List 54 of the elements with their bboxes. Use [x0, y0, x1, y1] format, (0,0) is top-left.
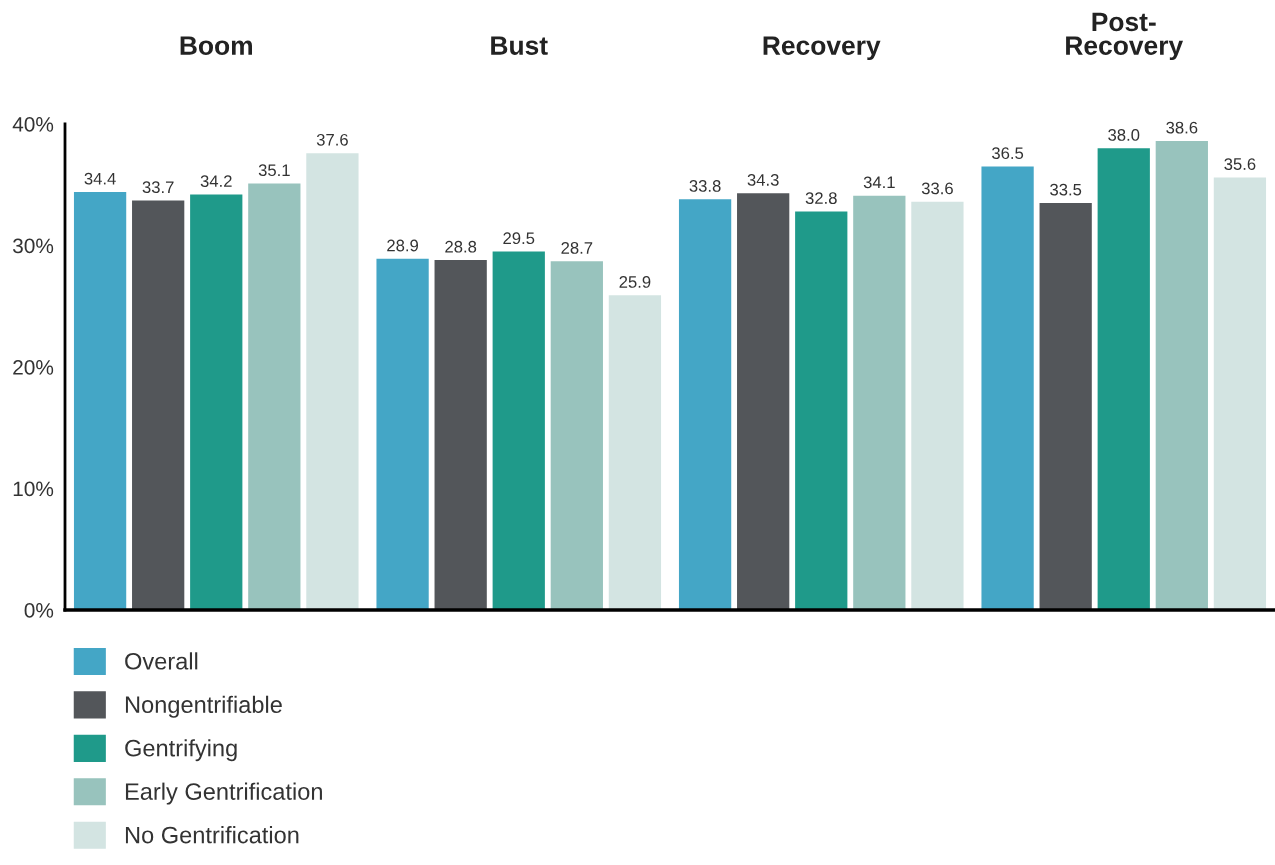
- bar: [678, 199, 732, 610]
- bar: [73, 192, 127, 610]
- bar: [853, 195, 906, 610]
- data-label: 28.7: [561, 242, 593, 254]
- y-tick-label: 20%: [13, 360, 54, 375]
- bar: [981, 166, 1034, 610]
- data-label: 32.8: [805, 192, 837, 205]
- y-tick-label: 30%: [12, 238, 54, 254]
- data-label: 33.5: [1050, 183, 1082, 196]
- bar: [306, 153, 359, 610]
- bar: [911, 201, 964, 610]
- data-label: 34.3: [747, 173, 779, 186]
- data-label: 28.9: [387, 239, 419, 252]
- bar: [492, 251, 545, 610]
- bar: [1155, 141, 1208, 610]
- bar: [1097, 148, 1150, 610]
- x-tick-label: Recovery: [763, 36, 881, 61]
- legend-label: Nongentrifiable: [125, 695, 282, 718]
- data-label: 35.1: [258, 164, 290, 177]
- bar: [608, 295, 662, 610]
- data-label: 33.7: [142, 181, 174, 194]
- data-label: 36.5: [992, 147, 1024, 160]
- data-label: 38.6: [1166, 121, 1198, 134]
- bar: [550, 261, 603, 610]
- bar: [434, 260, 487, 610]
- data-label: 33.6: [921, 182, 953, 195]
- bar: [1039, 202, 1092, 610]
- bar: [190, 194, 243, 610]
- data-label: 29.5: [503, 232, 535, 245]
- data-label: 34.1: [863, 176, 895, 189]
- bar: [376, 258, 429, 610]
- data-label: 38.0: [1108, 129, 1140, 141]
- x-tick-label: Post- Recovery: [1066, 12, 1184, 61]
- legend-label: No Gentrification: [125, 826, 299, 844]
- x-tick-label: Boom: [180, 36, 252, 55]
- x-tick-label: Bust: [491, 36, 548, 55]
- bar: [132, 200, 185, 610]
- legend-label: Overall: [125, 652, 198, 670]
- legend-label: Gentrifying: [125, 739, 237, 762]
- data-label: 34.2: [200, 175, 232, 188]
- legend-label: Early Gentrification: [125, 782, 322, 805]
- data-label: 28.8: [445, 240, 477, 253]
- y-tick-label: 10%: [13, 481, 54, 497]
- data-label: 33.8: [689, 180, 721, 192]
- data-label: 25.9: [619, 276, 651, 288]
- y-tick-label: 40%: [12, 117, 54, 132]
- data-label: 37.6: [316, 133, 348, 146]
- bar: [248, 183, 301, 610]
- bar: [737, 193, 790, 610]
- bar: [1213, 177, 1267, 610]
- data-label: 34.4: [84, 172, 116, 185]
- y-tick-label: 0%: [24, 603, 54, 618]
- data-label: 35.6: [1224, 158, 1256, 170]
- bar: [795, 211, 848, 610]
